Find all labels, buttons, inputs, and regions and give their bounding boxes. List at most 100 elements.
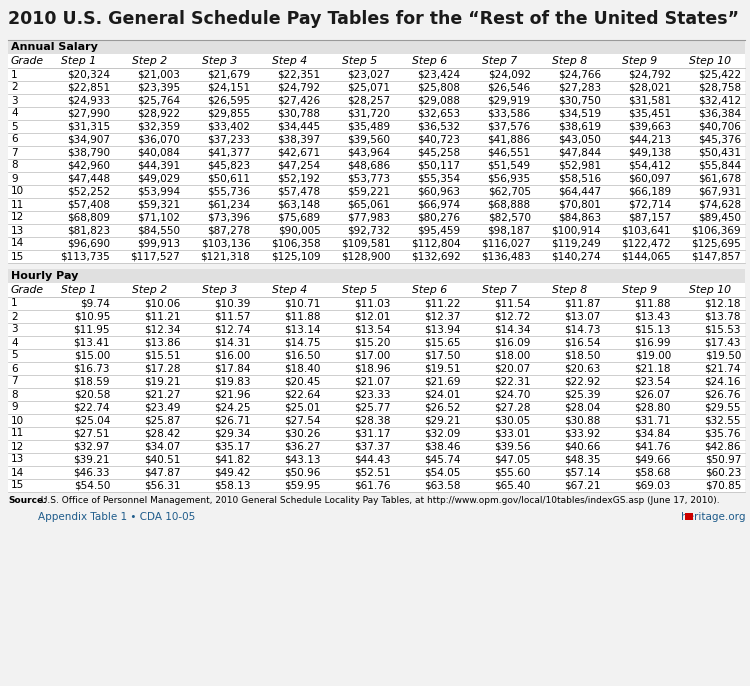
Text: Hourly Pay: Hourly Pay: [11, 271, 78, 281]
Text: $43,964: $43,964: [347, 147, 391, 158]
Text: $20,324: $20,324: [67, 69, 110, 80]
Text: $29.55: $29.55: [704, 403, 741, 412]
Text: $21.69: $21.69: [424, 377, 460, 386]
Text: $40,723: $40,723: [418, 134, 460, 145]
Text: $35,489: $35,489: [347, 121, 391, 132]
Text: $116,027: $116,027: [481, 239, 531, 248]
Text: $39,663: $39,663: [628, 121, 671, 132]
Text: $60,963: $60,963: [418, 187, 460, 196]
Text: 1: 1: [11, 69, 18, 80]
Text: $28,021: $28,021: [628, 82, 671, 93]
Text: 6: 6: [11, 364, 18, 373]
Bar: [8, 159, 745, 172]
Bar: [8, 375, 745, 388]
Text: $69.03: $69.03: [634, 480, 671, 490]
Text: $29,088: $29,088: [418, 95, 460, 106]
Text: $28,257: $28,257: [347, 95, 391, 106]
Text: $13.14: $13.14: [284, 324, 320, 335]
Text: $59,321: $59,321: [137, 200, 180, 209]
Text: $136,483: $136,483: [481, 252, 531, 261]
Text: $16.54: $16.54: [564, 338, 601, 348]
Text: $122,472: $122,472: [621, 239, 671, 248]
Text: 8: 8: [11, 161, 18, 171]
Text: $70.85: $70.85: [705, 480, 741, 490]
Text: $43,050: $43,050: [558, 134, 601, 145]
Text: $21.18: $21.18: [634, 364, 671, 373]
Bar: [8, 94, 745, 107]
Text: $49.42: $49.42: [214, 467, 250, 477]
Text: $48.35: $48.35: [564, 455, 601, 464]
Text: $71,102: $71,102: [137, 213, 180, 222]
Text: $103,136: $103,136: [201, 239, 250, 248]
Text: $30,788: $30,788: [278, 108, 320, 119]
Text: $63,148: $63,148: [278, 200, 320, 209]
Text: $10.95: $10.95: [74, 311, 110, 322]
Bar: [8, 310, 745, 323]
Text: $19.51: $19.51: [424, 364, 460, 373]
Bar: [8, 198, 745, 211]
Text: $40.51: $40.51: [144, 455, 180, 464]
Text: $24.01: $24.01: [424, 390, 460, 399]
Text: $14.31: $14.31: [214, 338, 250, 348]
Text: $90,005: $90,005: [278, 226, 320, 235]
Text: $14.73: $14.73: [564, 324, 601, 335]
Text: $12.18: $12.18: [704, 298, 741, 309]
Text: $24,933: $24,933: [67, 95, 110, 106]
Text: $100,914: $100,914: [551, 226, 601, 235]
Text: $25,422: $25,422: [698, 69, 741, 80]
Text: 8: 8: [11, 390, 18, 399]
Text: $65,061: $65,061: [347, 200, 391, 209]
Text: 7: 7: [11, 147, 18, 158]
Text: $43.13: $43.13: [284, 455, 320, 464]
Text: $37,576: $37,576: [488, 121, 531, 132]
Bar: [8, 349, 745, 362]
Text: $28.38: $28.38: [354, 416, 391, 425]
Text: $54,412: $54,412: [628, 161, 671, 171]
Text: $15.20: $15.20: [354, 338, 391, 348]
Bar: [8, 81, 745, 94]
Text: 12: 12: [11, 213, 24, 222]
Bar: [8, 54, 745, 68]
Text: $15.65: $15.65: [424, 338, 460, 348]
Text: $15.00: $15.00: [74, 351, 110, 361]
Text: $11.88: $11.88: [634, 298, 671, 309]
Text: $31,581: $31,581: [628, 95, 671, 106]
Text: $84,863: $84,863: [558, 213, 601, 222]
Text: $13.94: $13.94: [424, 324, 460, 335]
Text: 11: 11: [11, 200, 24, 209]
Text: $35.17: $35.17: [214, 442, 250, 451]
Text: $11.88: $11.88: [284, 311, 320, 322]
Text: $57,408: $57,408: [67, 200, 110, 209]
Text: $31.17: $31.17: [354, 429, 391, 438]
Text: $29,919: $29,919: [488, 95, 531, 106]
Text: 4: 4: [11, 338, 18, 348]
Text: $50.96: $50.96: [284, 467, 320, 477]
Text: $36,532: $36,532: [418, 121, 460, 132]
Text: $95,459: $95,459: [418, 226, 460, 235]
Text: $21.96: $21.96: [214, 390, 250, 399]
Text: $66,189: $66,189: [628, 187, 671, 196]
Text: $46.33: $46.33: [74, 467, 110, 477]
Bar: [685, 513, 693, 520]
Text: $18.59: $18.59: [74, 377, 110, 386]
Text: $18.00: $18.00: [494, 351, 531, 361]
Text: $40,084: $40,084: [137, 147, 180, 158]
Text: $25.87: $25.87: [144, 416, 180, 425]
Text: $119,249: $119,249: [551, 239, 601, 248]
Bar: [8, 453, 745, 466]
Text: $24.70: $24.70: [494, 390, 531, 399]
Text: $60,097: $60,097: [628, 174, 671, 183]
Text: $28.80: $28.80: [634, 403, 671, 412]
Text: $44,213: $44,213: [628, 134, 671, 145]
Text: 12: 12: [11, 442, 24, 451]
Text: $22.31: $22.31: [494, 377, 531, 386]
Text: $13.41: $13.41: [74, 338, 110, 348]
Text: $47.87: $47.87: [144, 467, 180, 477]
Text: $73,396: $73,396: [207, 213, 251, 222]
Text: $11.22: $11.22: [424, 298, 460, 309]
Text: $16.99: $16.99: [634, 338, 671, 348]
Bar: [8, 466, 745, 479]
Text: Step 8: Step 8: [552, 285, 587, 295]
Text: 3: 3: [11, 95, 18, 106]
Text: $18.96: $18.96: [354, 364, 391, 373]
